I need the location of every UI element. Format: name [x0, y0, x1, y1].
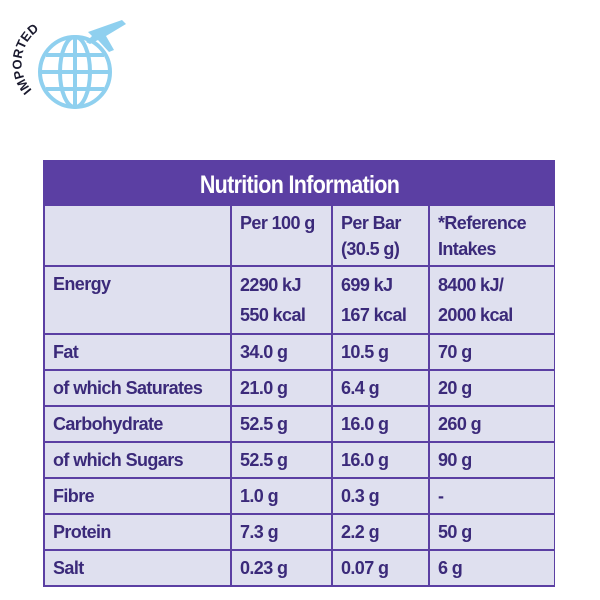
- value-line: 2000 kcal: [438, 305, 513, 325]
- value-cell: 20 g: [430, 371, 554, 405]
- plane-icon: [86, 20, 126, 52]
- value-cell: -: [430, 479, 554, 513]
- column-header: Per Bar (30.5 g): [333, 206, 428, 265]
- row-label: Energy: [45, 267, 230, 333]
- row-label: Fat: [45, 335, 230, 369]
- value-cell: 6 g: [430, 551, 554, 585]
- row-label: of which Sugars: [45, 443, 230, 477]
- value-line: 699 kJ: [341, 275, 393, 295]
- value-cell: 0.3 g: [333, 479, 428, 513]
- value-line: 2290 kJ: [240, 275, 301, 295]
- value-line: 550 kcal: [240, 305, 306, 325]
- value-cell: 50 g: [430, 515, 554, 549]
- value-cell: 34.0 g: [232, 335, 331, 369]
- value-cell: 7.3 g: [232, 515, 331, 549]
- value-line: 167 kcal: [341, 305, 407, 325]
- value-cell: 2290 kJ 550 kcal: [232, 267, 331, 333]
- row-label: Protein: [45, 515, 230, 549]
- badge-label: IMPORTED: [10, 20, 41, 97]
- row-label: Fibre: [45, 479, 230, 513]
- badge-label-path: IMPORTED: [10, 20, 41, 97]
- value-cell: 90 g: [430, 443, 554, 477]
- value-line: 8400 kJ/: [438, 275, 504, 295]
- value-cell: 52.5 g: [232, 443, 331, 477]
- row-label: Carbohydrate: [45, 407, 230, 441]
- imported-badge: IMPORTED: [10, 20, 126, 109]
- value-cell: 260 g: [430, 407, 554, 441]
- value-cell: 2.2 g: [333, 515, 428, 549]
- value-cell: 16.0 g: [333, 407, 428, 441]
- value-cell: 52.5 g: [232, 407, 331, 441]
- value-cell: 8400 kJ/2000 kcal: [430, 267, 554, 333]
- value-cell: 70 g: [430, 335, 554, 369]
- value-cell: 699 kJ 167 kcal: [333, 267, 428, 333]
- nutrition-table: Nutrition Information Per 100 g Per Bar (3…: [43, 160, 555, 587]
- value-cell: 21.0 g: [232, 371, 331, 405]
- row-label: of which Saturates: [45, 371, 230, 405]
- value-cell: 10.5 g: [333, 335, 428, 369]
- table-title: Nutrition Information: [199, 171, 400, 199]
- value-cell: 0.23 g: [232, 551, 331, 585]
- value-cell: 6.4 g: [333, 371, 428, 405]
- globe-icon: [38, 35, 112, 109]
- value-cell: 0.07 g: [333, 551, 428, 585]
- value-cell: 16.0 g: [333, 443, 428, 477]
- value-cell: 1.0 g: [232, 479, 331, 513]
- column-header: Per 100 g: [232, 206, 331, 265]
- column-header: *Reference Intakes: [430, 206, 554, 265]
- row-label: Salt: [45, 551, 230, 585]
- header-corner: [45, 206, 230, 265]
